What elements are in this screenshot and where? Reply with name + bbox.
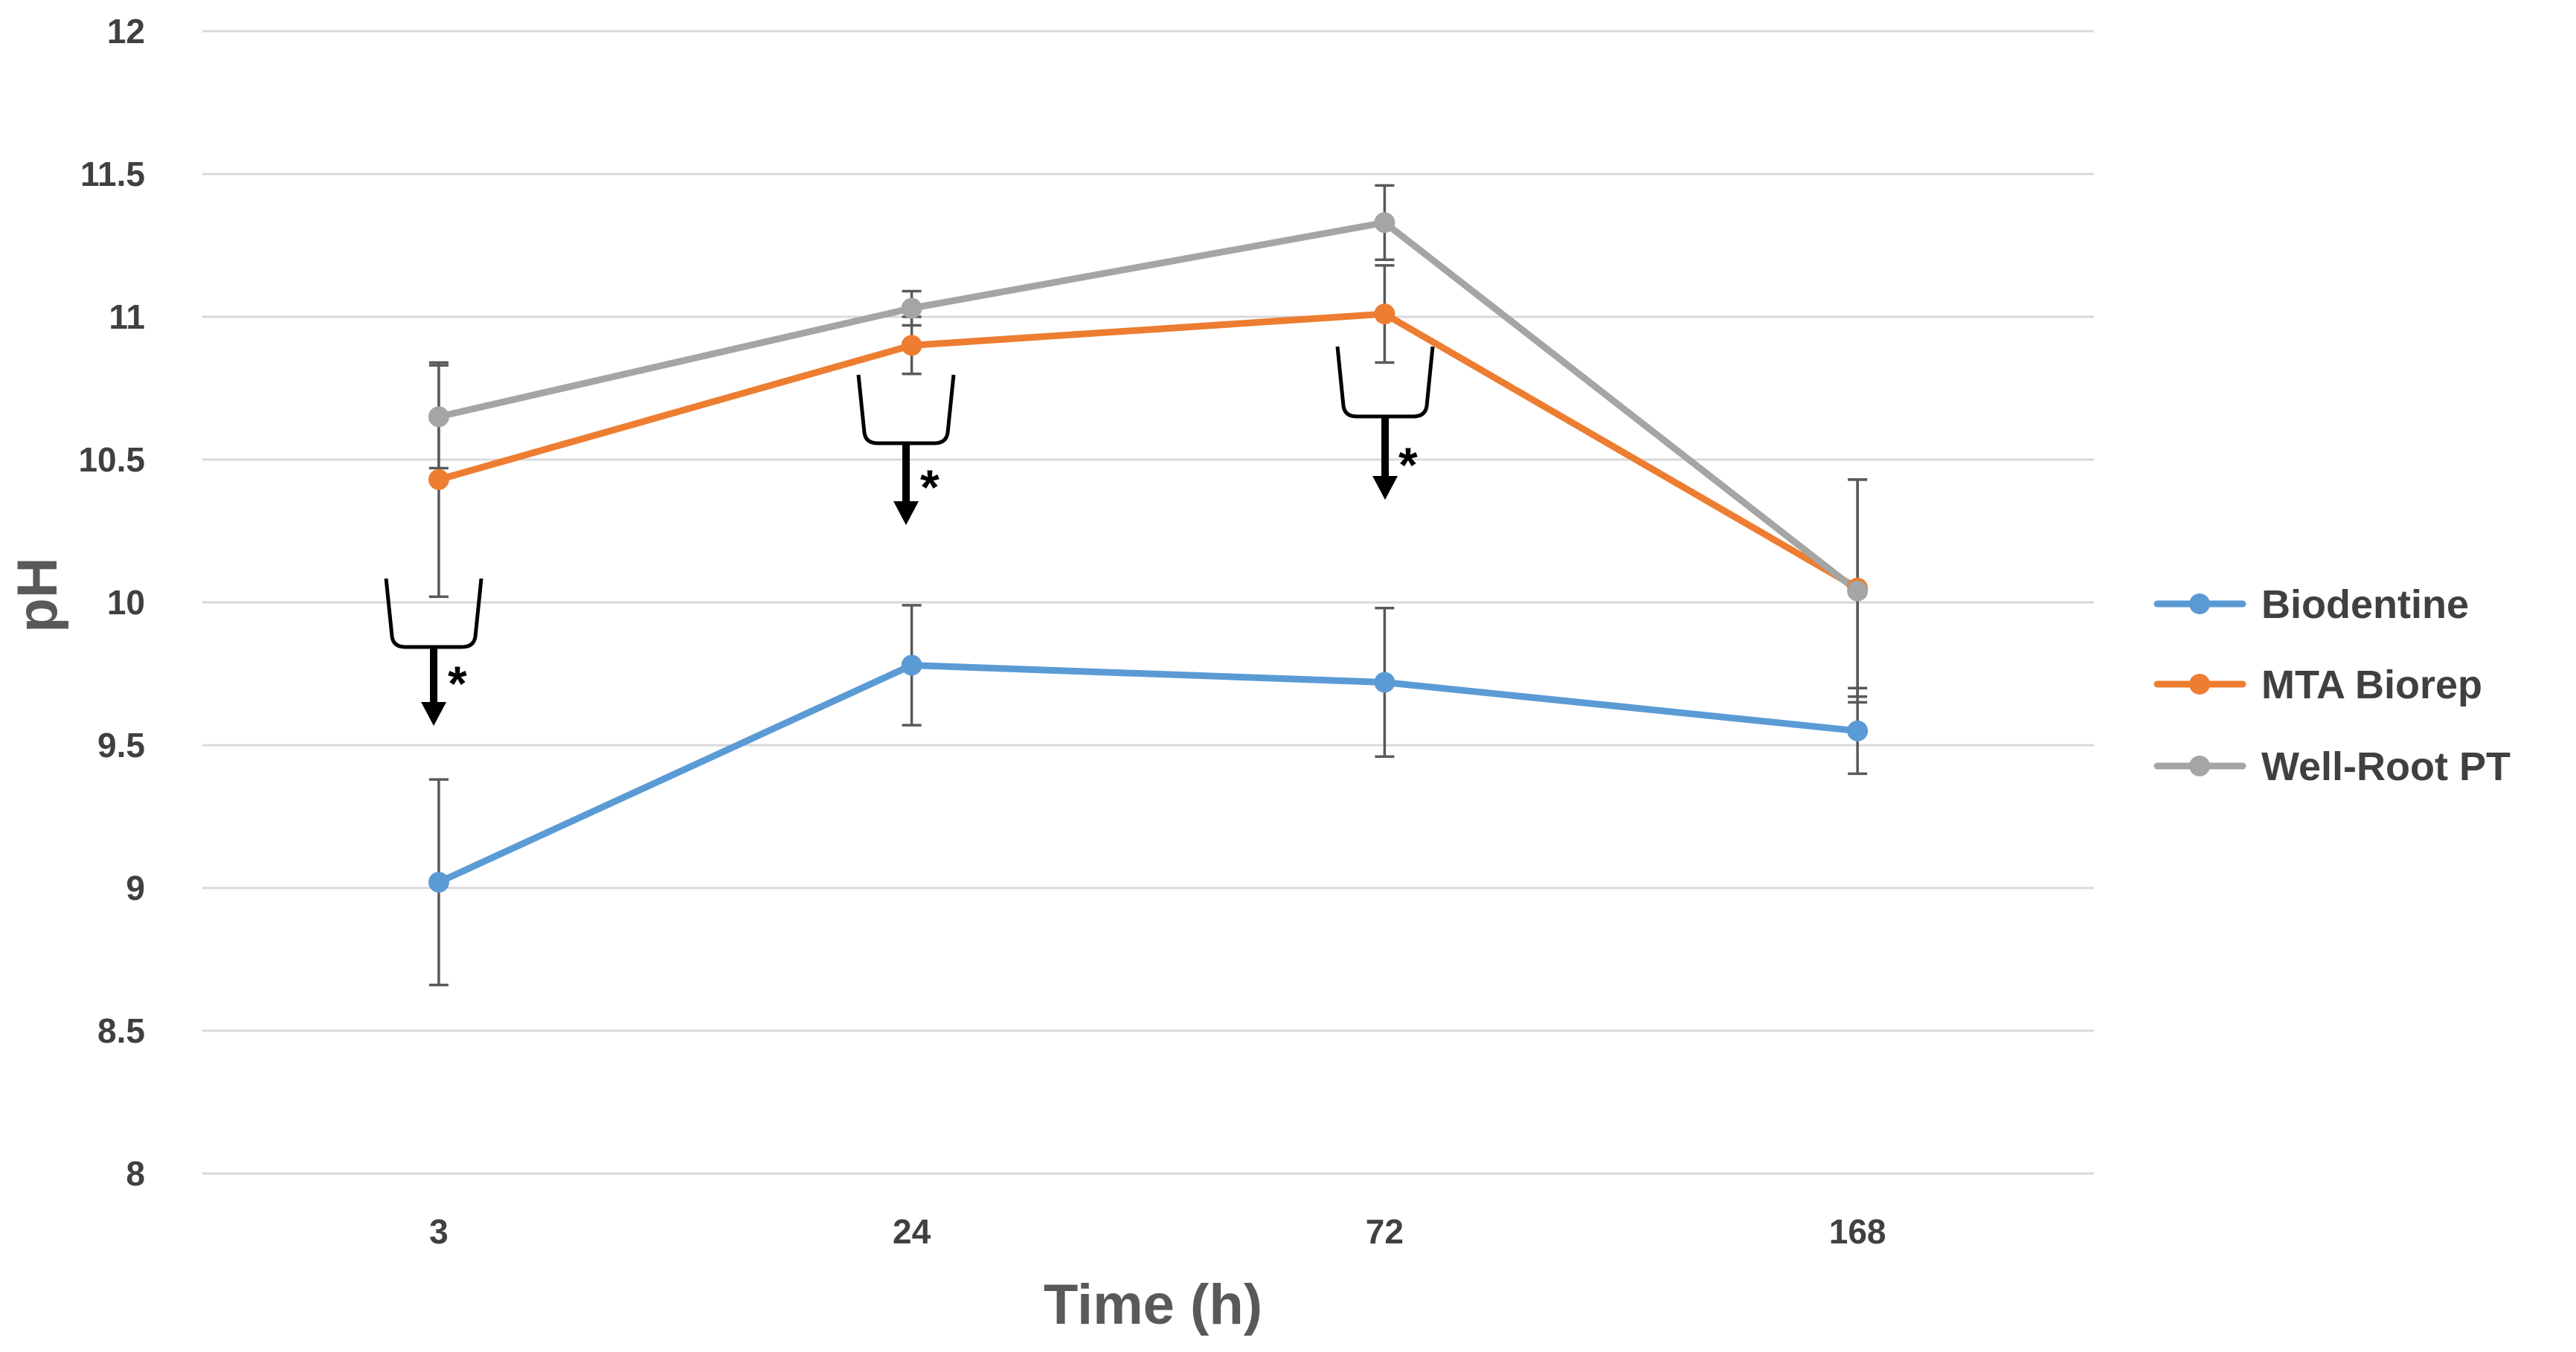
significance-bracket [856, 374, 956, 445]
x-tick-label: 168 [1829, 1212, 1886, 1251]
y-tick-label: 12 [107, 12, 145, 51]
y-axis-title: pH [6, 557, 69, 632]
x-axis-tick-labels: 3 24 72 168 [429, 1212, 1886, 1251]
significance-asterisk: * [920, 460, 939, 515]
y-tick-label: 9.5 [97, 726, 145, 764]
legend-marker [2189, 674, 2210, 695]
significance-arrow-head [1372, 476, 1398, 500]
significance-asterisk: * [1398, 437, 1418, 492]
y-tick-label: 8.5 [97, 1011, 145, 1050]
gridlines [202, 30, 2094, 1175]
legend: Biodentine MTA Biorep Well-Root PT [2153, 582, 2511, 789]
series-line-biodentine [435, 661, 1861, 886]
data-point-mta-biorep [901, 335, 922, 356]
data-point-well-root-pt [428, 406, 449, 428]
legend-item: Biodentine [2153, 582, 2469, 627]
x-axis-title: Time (h) [1044, 1273, 1262, 1336]
data-point-biodentine [428, 872, 449, 893]
significance-arrow-head [893, 501, 919, 525]
x-tick-label: 3 [429, 1212, 449, 1251]
y-tick-label: 10 [107, 583, 145, 622]
y-tick-label: 8 [126, 1154, 145, 1193]
significance-asterisk: * [448, 656, 467, 711]
series-line-mta-biorep [435, 310, 1861, 592]
significance-arrow-head [421, 702, 446, 726]
y-axis-tick-labels: 8 8.5 9 9.5 10 10.5 11 11.5 12 [78, 12, 145, 1193]
legend-marker [2189, 593, 2210, 614]
series-points [428, 212, 1869, 893]
significance-annotations: * * * [384, 346, 1435, 726]
data-point-well-root-pt [901, 297, 922, 319]
data-point-biodentine [1374, 672, 1395, 693]
series-lines [435, 219, 1861, 886]
data-point-biodentine [901, 654, 922, 676]
x-tick-label: 72 [1366, 1212, 1404, 1251]
data-point-mta-biorep [1374, 303, 1395, 325]
legend-label: Well-Root PT [2261, 744, 2511, 789]
x-tick-label: 24 [893, 1212, 931, 1251]
y-tick-label: 10.5 [78, 440, 145, 479]
data-point-well-root-pt [1847, 580, 1869, 602]
data-point-biodentine [1847, 720, 1869, 741]
y-tick-label: 9 [126, 869, 145, 907]
data-point-well-root-pt [1374, 212, 1395, 234]
y-tick-label: 11.5 [80, 155, 145, 193]
legend-label: Biodentine [2261, 582, 2469, 627]
legend-item: Well-Root PT [2153, 744, 2511, 789]
error-bars [428, 184, 1868, 987]
significance-bracket [384, 578, 484, 649]
legend-item: MTA Biorep [2153, 663, 2482, 707]
legend-label: MTA Biorep [2261, 663, 2482, 707]
data-point-mta-biorep [428, 469, 449, 490]
y-tick-label: 11 [109, 297, 145, 336]
legend-marker [2189, 756, 2210, 776]
series-line-well-root-pt [435, 219, 1861, 595]
